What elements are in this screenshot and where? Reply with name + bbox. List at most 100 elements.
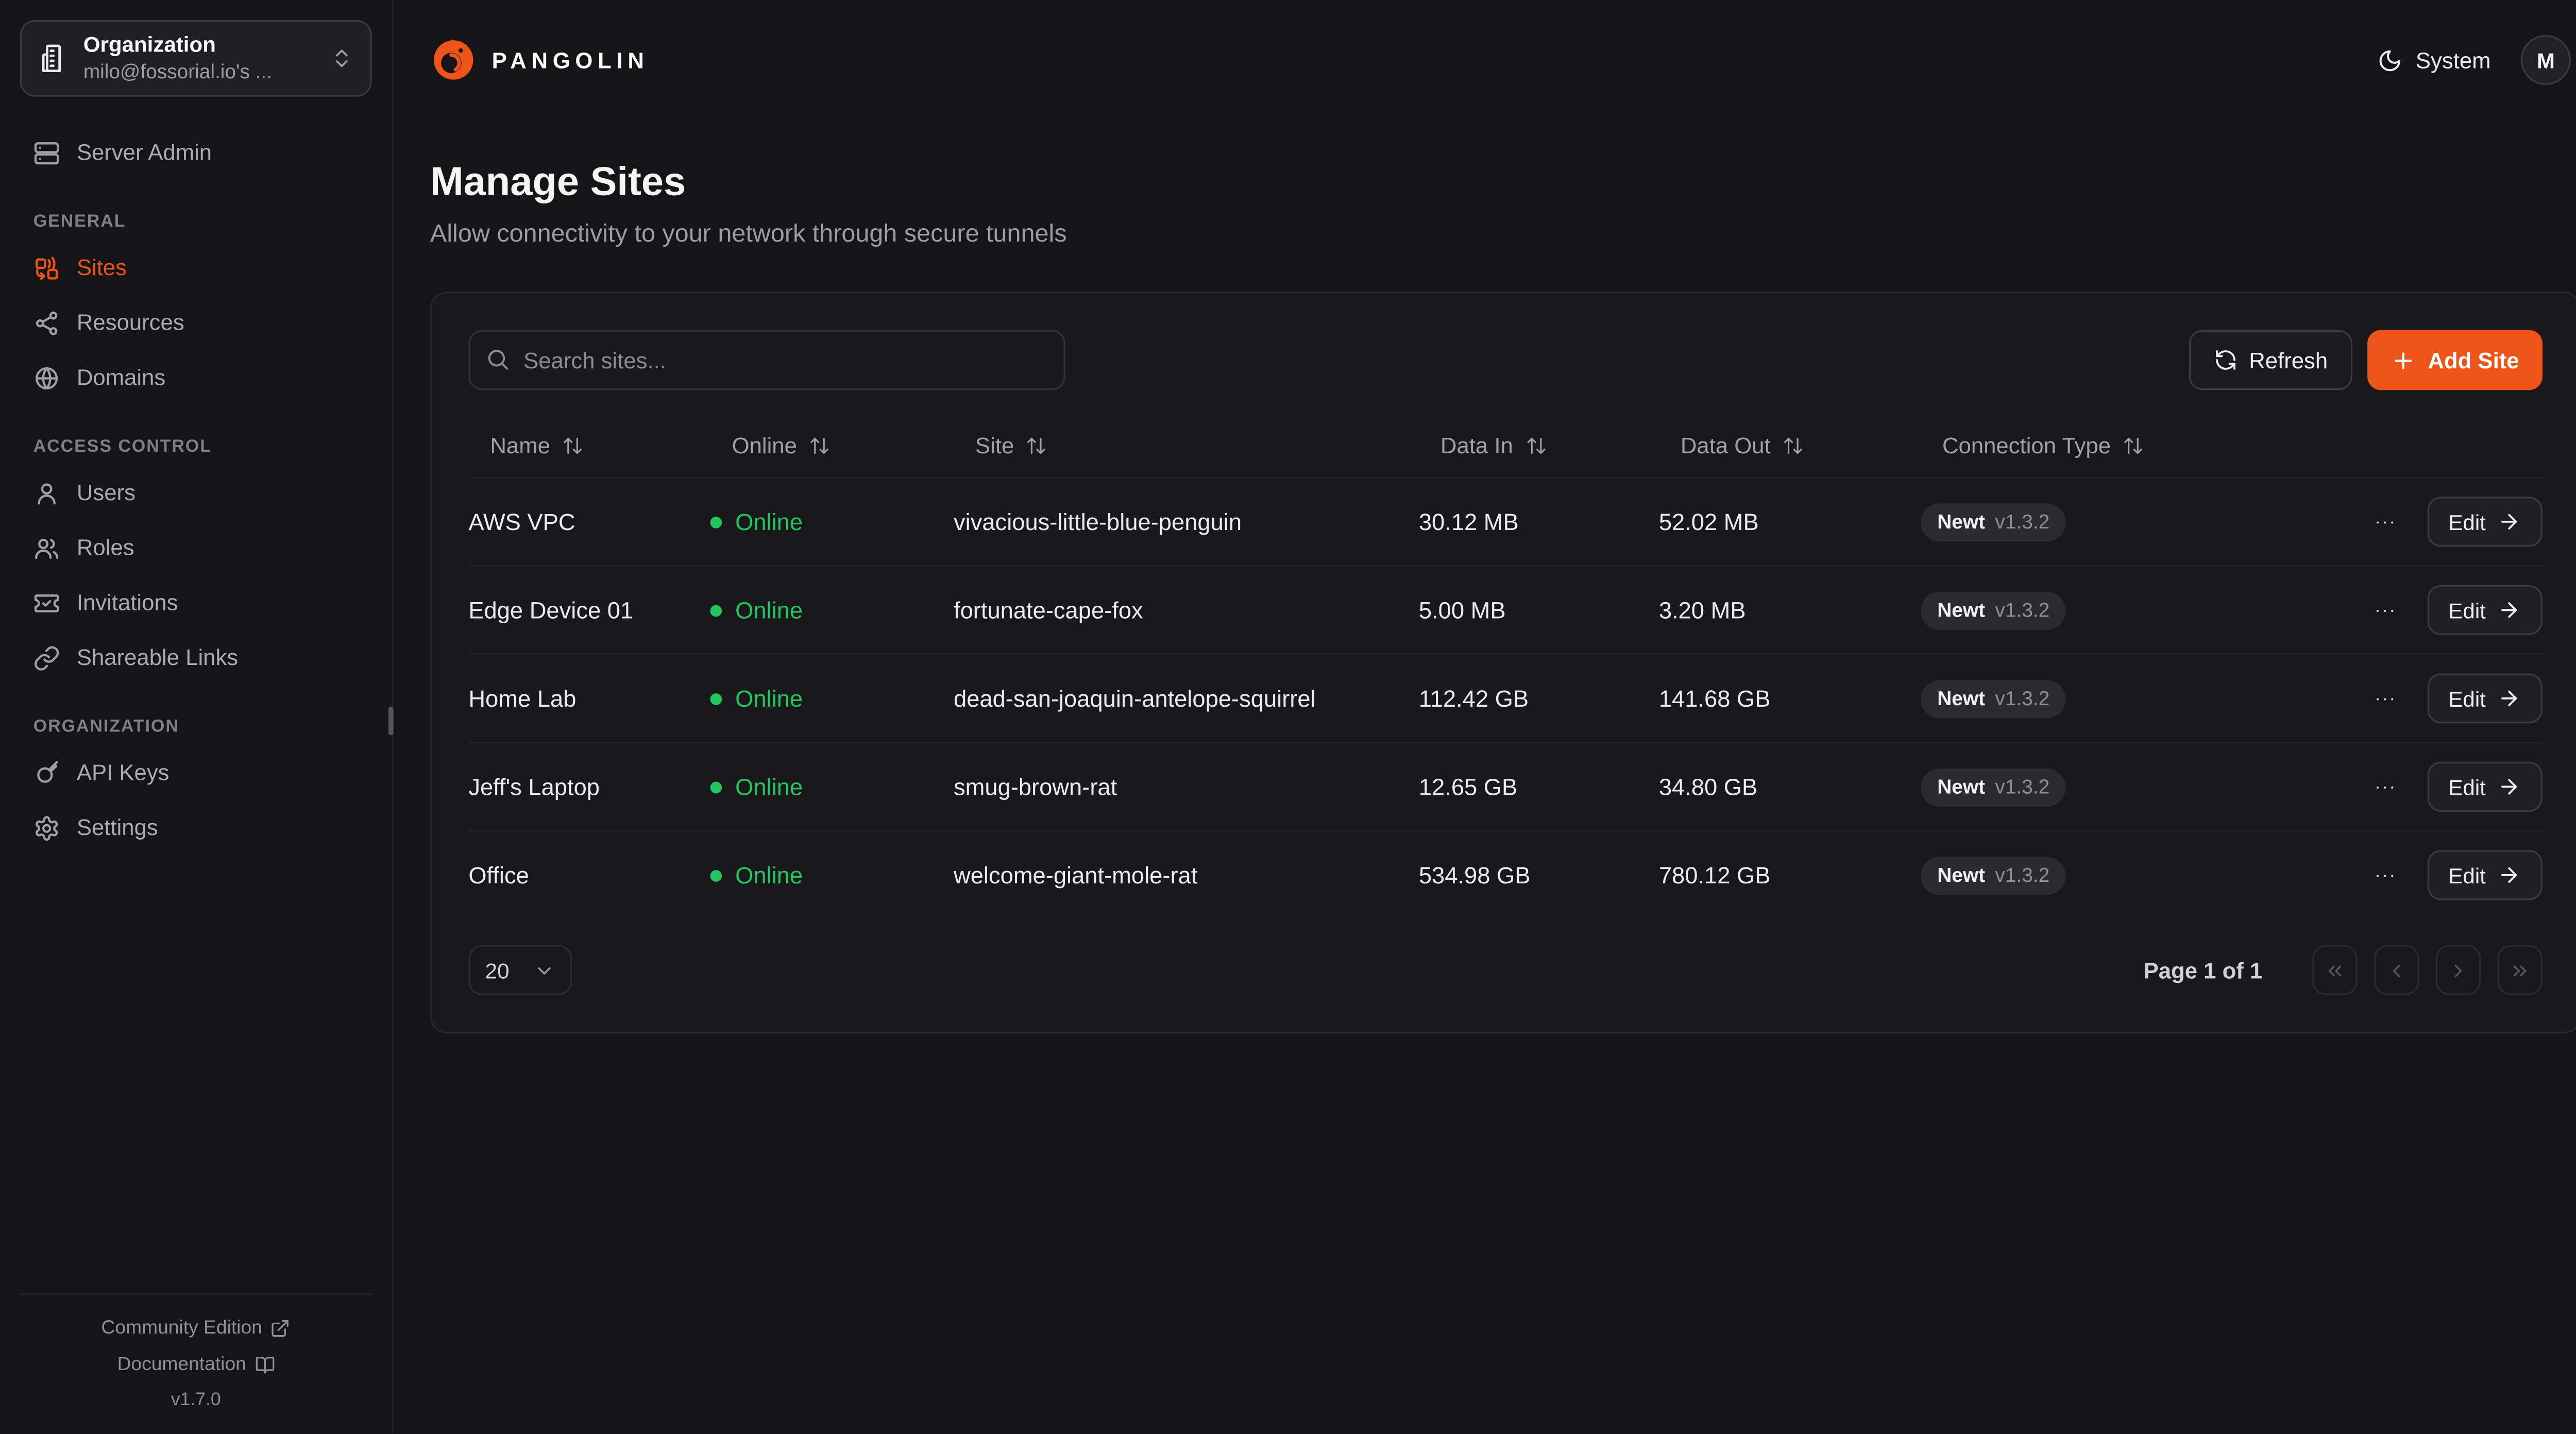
edit-button[interactable]: Edit (2427, 850, 2543, 900)
connection-type-badge: Newt v1.3.2 (1920, 856, 2066, 895)
arrow-right-icon (2498, 863, 2521, 886)
sidebar-item-settings[interactable]: Settings (20, 805, 372, 850)
edit-button[interactable]: Edit (2427, 585, 2543, 635)
sidebar-item-users[interactable]: Users (20, 470, 372, 515)
sidebar-item-sites[interactable]: Sites (20, 245, 372, 290)
column-header-label: Data Out (1680, 432, 1771, 458)
sidebar-item-shareable-links[interactable]: Shareable Links (20, 635, 372, 680)
pangolin-logo-icon (433, 39, 473, 80)
column-header-name[interactable]: Name (468, 432, 710, 458)
sidebar-item-domains[interactable]: Domains (20, 355, 372, 400)
share-nodes-icon (33, 309, 60, 336)
previous-page-button[interactable] (2374, 945, 2419, 995)
sidebar-footer: Community Edition Documentation v1.7.0 (20, 1293, 372, 1416)
refresh-button[interactable]: Refresh (2189, 330, 2353, 390)
data-out-value: 3.20 MB (1658, 596, 1746, 624)
sidebar-nav: Server Admin GENERAL Sites Resources Dom… (20, 130, 372, 860)
building-icon (38, 43, 68, 73)
sort-icon (1026, 434, 1047, 456)
sidebar-resize-handle[interactable] (388, 707, 394, 736)
connection-type-badge: Newt v1.3.2 (1920, 767, 2066, 806)
column-header-connection-type[interactable]: Connection Type (1921, 433, 2337, 457)
chevrons-left-icon (2324, 959, 2346, 981)
server-icon (33, 139, 60, 166)
theme-label: System (2415, 47, 2491, 73)
column-header-data-out[interactable]: Data Out (1659, 432, 1921, 458)
page-subtitle: Allow connectivity to your network throu… (430, 220, 1067, 249)
last-page-button[interactable] (2497, 945, 2543, 995)
column-header-data-in[interactable]: Data In (1419, 433, 1659, 457)
arrow-right-icon (2498, 599, 2521, 622)
search-input[interactable] (468, 330, 1065, 390)
table-row: Home Lab Online dead-san-joaquin-antelop… (468, 653, 2543, 742)
site-name: Edge Device 01 (468, 596, 634, 624)
online-status-dot (710, 692, 722, 705)
brand-logo[interactable]: PANGOLIN (430, 37, 649, 83)
page-header: Manage Sites Allow connectivity to your … (394, 120, 2576, 249)
site-slug: fortunate-cape-fox (953, 596, 1143, 624)
section-title-access-control: ACCESS CONTROL (33, 436, 212, 457)
connection-type-badge: Newt v1.3.2 (1920, 502, 2066, 541)
theme-toggle[interactable]: System (2377, 47, 2491, 73)
sidebar-item-roles[interactable]: Roles (20, 525, 372, 570)
page-size-select[interactable]: 20 (468, 945, 572, 995)
data-in-value: 30.12 MB (1418, 508, 1519, 535)
data-in-value: 5.00 MB (1418, 596, 1506, 624)
row-menu-button[interactable] (2362, 587, 2409, 634)
arrow-right-icon (2498, 510, 2521, 533)
site-name: AWS VPC (468, 508, 575, 535)
documentation-link[interactable]: Documentation (20, 1347, 372, 1384)
online-status: Online (735, 508, 803, 535)
topbar-right: System M (2377, 35, 2571, 86)
table-row: AWS VPC Online vivacious-little-blue-pen… (468, 476, 2543, 565)
add-site-button[interactable]: Add Site (2367, 330, 2543, 390)
book-open-icon (255, 1355, 275, 1375)
key-icon (33, 759, 60, 786)
page-info: Page 1 of 1 (2143, 958, 2263, 983)
page-size-value: 20 (485, 958, 510, 983)
column-header-site[interactable]: Site (954, 433, 1419, 457)
column-header-label: Name (490, 432, 550, 458)
topbar: PANGOLIN System M (394, 0, 2576, 120)
site-name: Jeff's Laptop (468, 773, 600, 800)
connection-version: v1.3.2 (1995, 863, 2050, 887)
edit-button[interactable]: Edit (2427, 673, 2543, 724)
column-header-online[interactable]: Online (710, 433, 954, 457)
edit-button[interactable]: Edit (2427, 761, 2543, 812)
table-row: Office Online welcome-giant-mole-rat 534… (468, 830, 2543, 919)
sidebar-item-label: Domains (76, 365, 166, 390)
sidebar: Organization milo@fossorial.io's ... Ser… (0, 0, 394, 1433)
sidebar-item-api-keys[interactable]: API Keys (20, 750, 372, 795)
sidebar-item-label: Sites (76, 255, 127, 280)
chevron-down-icon (534, 959, 555, 981)
first-page-button[interactable] (2312, 945, 2358, 995)
sites-table: Name Online Site Data In (468, 414, 2543, 919)
sidebar-item-label: Shareable Links (76, 645, 239, 670)
sidebar-item-invitations[interactable]: Invitations (20, 580, 372, 625)
edit-button[interactable]: Edit (2427, 497, 2543, 547)
community-edition-link[interactable]: Community Edition (20, 1310, 372, 1346)
sidebar-item-server-admin[interactable]: Server Admin (20, 130, 372, 175)
sort-icon (809, 434, 831, 456)
refresh-label: Refresh (2249, 347, 2328, 373)
connection-type-badge: Newt v1.3.2 (1920, 591, 2066, 629)
moon-icon (2377, 47, 2402, 73)
next-page-button[interactable] (2435, 945, 2481, 995)
online-status-dot (710, 781, 722, 793)
gear-icon (33, 814, 60, 841)
link-icon (33, 644, 60, 671)
online-status-dot (710, 516, 722, 528)
row-menu-button[interactable] (2362, 675, 2409, 722)
avatar[interactable]: M (2520, 35, 2571, 86)
table-row: Jeff's Laptop Online smug-brown-rat 12.6… (468, 742, 2543, 830)
pagination-bar: 20 Page 1 of 1 (468, 945, 2543, 995)
site-name: Home Lab (468, 685, 577, 712)
user-icon (33, 479, 60, 506)
row-menu-button[interactable] (2362, 852, 2409, 899)
row-menu-button[interactable] (2362, 763, 2409, 810)
chevrons-right-icon (2509, 959, 2531, 981)
sidebar-item-label: Invitations (76, 590, 178, 616)
org-selector[interactable]: Organization milo@fossorial.io's ... (20, 20, 372, 97)
sidebar-item-resources[interactable]: Resources (20, 300, 372, 345)
row-menu-button[interactable] (2362, 499, 2409, 545)
